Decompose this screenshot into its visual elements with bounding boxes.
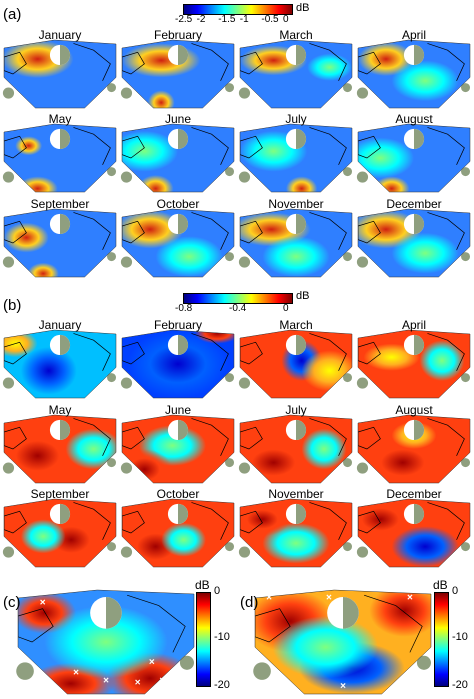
map-a-april [356, 39, 471, 109]
colorbar-d-tick-0: 0 [452, 585, 459, 597]
map-b-may [2, 414, 117, 484]
colorbar-b-tick-2: 0 [283, 303, 289, 314]
map-a-october [120, 208, 235, 278]
a-month-label-january: January [38, 28, 82, 42]
a-month-label-september: September [30, 197, 90, 211]
map-a-december [356, 208, 471, 278]
colorbar-c-tick-1: -10 [214, 631, 230, 643]
colorbar-a-tick-1: -2 [196, 14, 206, 25]
colorbar-b-tick-0: -0.8 [175, 303, 193, 314]
b-month-label-april: April [401, 318, 426, 332]
a-month-label-may: May [48, 112, 72, 126]
map-d [253, 589, 432, 695]
colorbar-a-tick-4: -0.5 [261, 14, 279, 25]
map-b-april [356, 329, 471, 399]
a-month-label-december: December [386, 197, 442, 211]
colorbar-d [434, 592, 449, 687]
panel-label-d: (d) [240, 594, 259, 611]
map-b-march [238, 329, 353, 399]
map-a-june [120, 123, 235, 193]
colorbar-c-unit: dB [195, 578, 210, 592]
b-month-label-january: January [38, 318, 82, 332]
panel-label-c: (c) [3, 594, 21, 611]
colorbar-a-tick-0: -2.5 [175, 14, 193, 25]
station-marker-c-2: × [103, 676, 109, 687]
map-a-march [238, 39, 353, 109]
a-month-label-november: November [268, 197, 324, 211]
colorbar-d-unit: dB [433, 578, 448, 592]
b-month-label-october: October [156, 487, 200, 501]
a-month-label-april: April [401, 28, 426, 42]
map-b-november [238, 498, 353, 568]
station-marker-d-3: × [340, 681, 346, 692]
colorbar-a [183, 4, 293, 15]
station-marker-c-0: × [40, 598, 46, 609]
colorbar-b-tick-1: -0.4 [229, 303, 247, 314]
b-month-label-june: June [164, 403, 192, 417]
b-month-label-february: February [153, 318, 203, 332]
b-month-label-november: November [268, 487, 324, 501]
b-month-label-march: March [279, 318, 313, 332]
b-month-label-december: December [386, 487, 442, 501]
map-b-february [120, 329, 235, 399]
colorbar-c-tick-2: -20 [214, 679, 230, 691]
map-a-january [2, 39, 117, 109]
colorbar-a-tick-3: -1 [239, 14, 249, 25]
a-month-label-august: August [395, 112, 433, 126]
colorbar-b [183, 293, 293, 304]
panel-label-a: (a) [3, 6, 22, 23]
station-marker-d-0: × [266, 592, 272, 603]
map-a-july [238, 123, 353, 193]
map-b-december [356, 498, 471, 568]
map-b-august [356, 414, 471, 484]
panel-label-b: (b) [3, 297, 22, 314]
a-month-label-june: June [164, 112, 192, 126]
colorbar-d-tick-2: -20 [452, 679, 468, 691]
station-marker-d-2: × [407, 592, 413, 603]
a-month-label-july: July [285, 112, 307, 126]
station-marker-c-5: × [149, 657, 155, 668]
map-b-june [120, 414, 235, 484]
b-month-label-may: May [48, 403, 72, 417]
b-month-label-september: September [30, 487, 90, 501]
a-month-label-february: February [153, 28, 203, 42]
colorbar-a-tick-5: 0 [283, 14, 289, 25]
map-a-february [120, 39, 235, 109]
map-a-august [356, 123, 471, 193]
colorbar-d-tick-1: -10 [452, 631, 468, 643]
colorbar-b-unit: dB [296, 290, 310, 302]
station-marker-d-1: × [326, 592, 332, 603]
a-month-label-october: October [156, 197, 200, 211]
map-b-january [2, 329, 117, 399]
map-a-november [238, 208, 353, 278]
a-month-label-march: March [279, 28, 313, 42]
station-marker-c-4: × [159, 676, 165, 687]
map-a-september [2, 208, 117, 278]
station-marker-c-3: × [135, 678, 141, 689]
b-month-label-july: July [285, 403, 307, 417]
colorbar-a-unit: dB [296, 2, 310, 14]
map-b-september [2, 498, 117, 568]
colorbar-a-tick-2: -1.5 [218, 14, 236, 25]
colorbar-c [196, 592, 211, 687]
map-b-july [238, 414, 353, 484]
station-marker-c-1: × [73, 667, 79, 678]
colorbar-c-tick-0: 0 [214, 585, 221, 597]
map-a-may [2, 123, 117, 193]
map-b-october [120, 498, 235, 568]
b-month-label-august: August [395, 403, 433, 417]
